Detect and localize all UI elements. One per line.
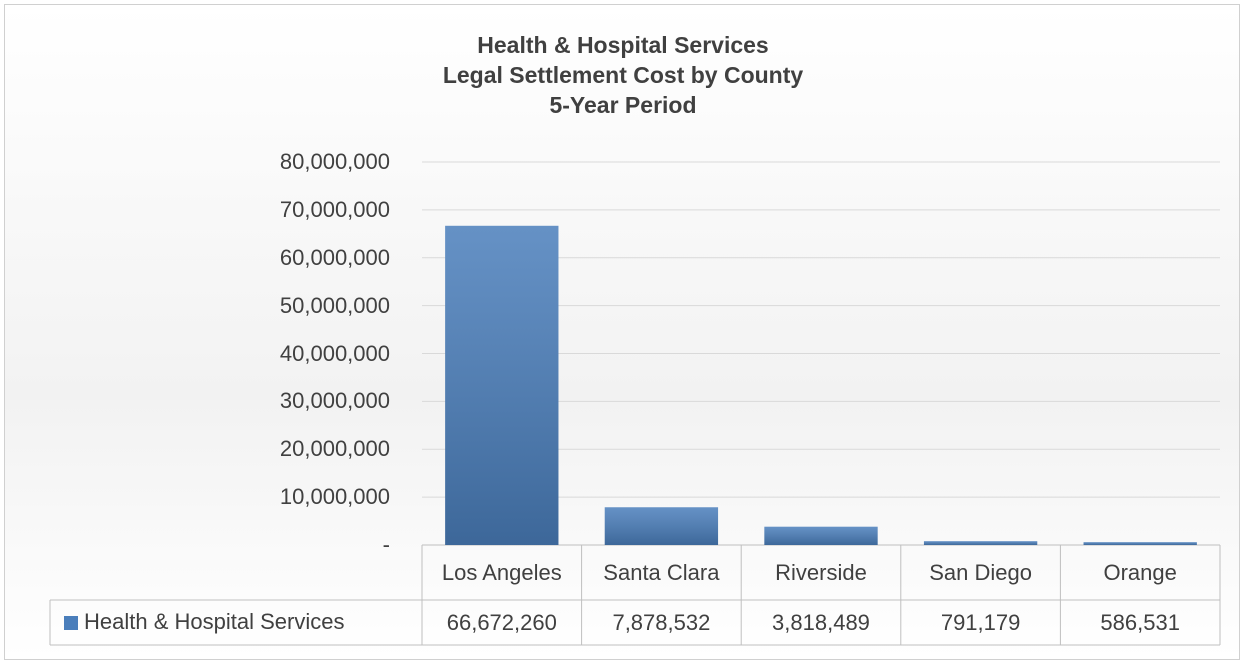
bar-shade <box>1083 542 1197 545</box>
chart-area <box>4 4 1240 660</box>
x-tick-label: Orange <box>1103 559 1177 585</box>
bar-shade <box>445 225 559 545</box>
data-label: 791,179 <box>940 609 1021 635</box>
y-tick-label: 20,000,000 <box>279 436 390 462</box>
y-tick-label: - <box>382 532 390 557</box>
x-tick-label: Riverside <box>775 559 867 585</box>
y-tick-label: 80,000,000 <box>279 149 390 174</box>
y-tick-label: 70,000,000 <box>279 196 390 222</box>
y-tick-label: 30,000,000 <box>279 388 390 414</box>
data-label: 3,818,489 <box>772 609 870 635</box>
subtitle-line: 5-Year Period <box>549 92 697 118</box>
y-tick-label: 50,000,000 <box>279 292 390 318</box>
title-line: Health & Hospital Services <box>477 32 769 58</box>
legend-key <box>64 616 78 630</box>
x-tick-label: Santa Clara <box>603 559 720 585</box>
data-label: 586,531 <box>1100 609 1180 635</box>
bar-shade <box>604 507 719 545</box>
legend-label: Health & Hospital Services <box>84 609 345 634</box>
bar-shade <box>764 526 878 545</box>
bar-shade <box>923 541 1038 545</box>
y-tick-label: 60,000,000 <box>279 244 390 270</box>
data-label: 7,878,532 <box>612 609 711 635</box>
subtitle-line: Legal Settlement Cost by County <box>442 62 804 88</box>
data-label: 66,672,260 <box>446 609 557 635</box>
x-tick-label: San Diego <box>929 559 1032 585</box>
chart-title: Health & Hospital Services Legal Settlem… <box>0 30 1246 120</box>
y-tick-label: 10,000,000 <box>279 484 390 510</box>
x-tick-label: Los Angeles <box>441 559 562 585</box>
y-tick-label: 40,000,000 <box>279 340 390 366</box>
